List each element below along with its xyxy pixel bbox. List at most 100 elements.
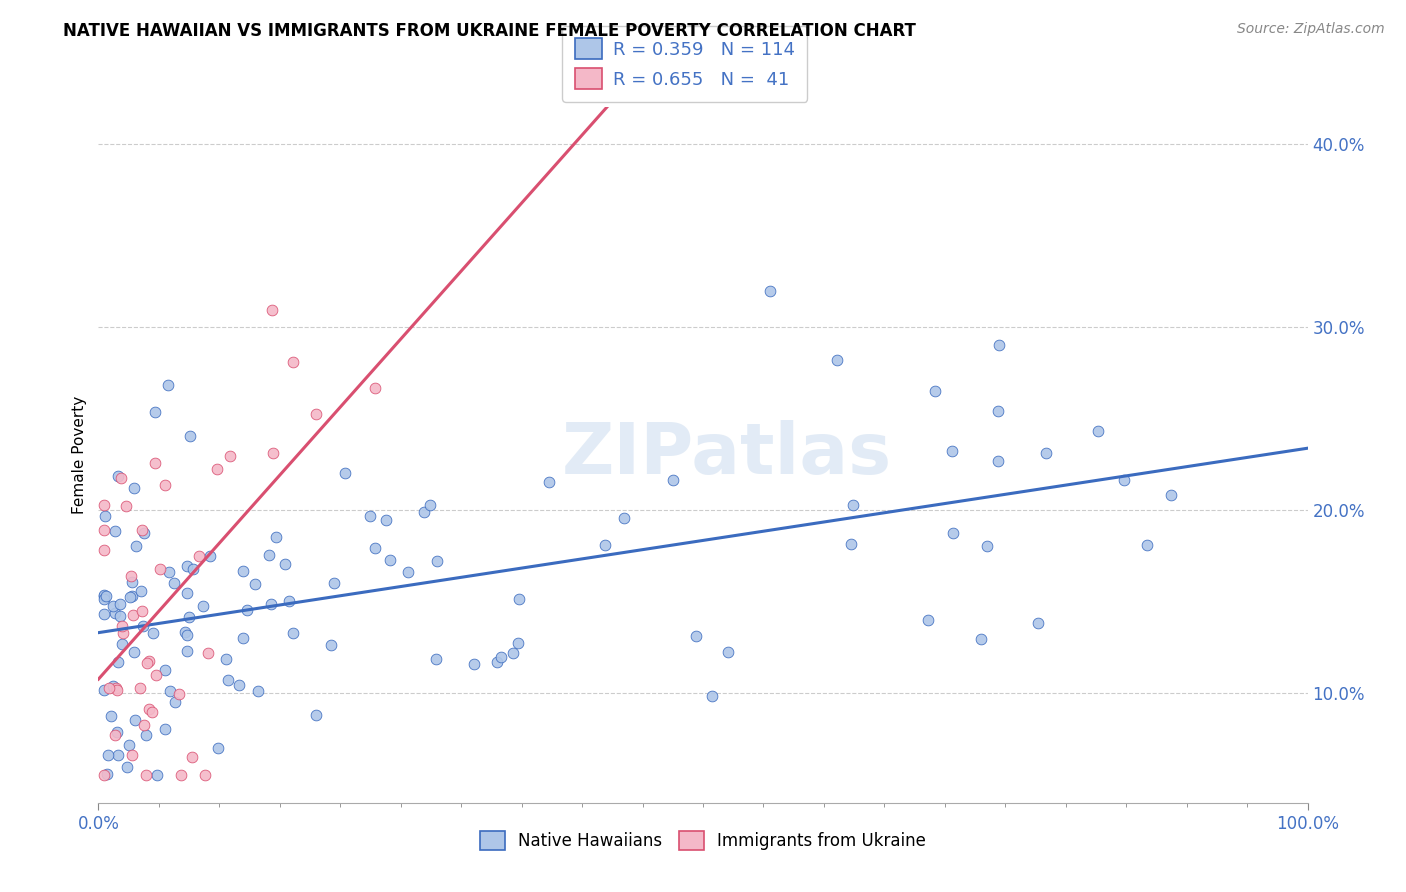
Point [177, 610, 200, 624]
Point [105, 725, 128, 739]
Point [841, 537, 863, 551]
Point [93, 588, 115, 602]
Point [108, 598, 131, 612]
Point [924, 384, 946, 398]
Point [111, 619, 134, 633]
Point [174, 625, 197, 640]
Point [153, 722, 176, 736]
Point [537, 475, 560, 489]
Point [114, 500, 136, 514]
Point [502, 646, 524, 660]
Point [262, 446, 284, 460]
Point [145, 667, 167, 681]
Point [323, 575, 346, 590]
Point [153, 663, 176, 677]
Point [486, 655, 509, 669]
Point [219, 450, 242, 464]
Point [198, 549, 221, 564]
Point [153, 477, 176, 491]
Point [108, 609, 131, 624]
Point [193, 599, 215, 613]
Point [232, 565, 254, 579]
Point [1114, 473, 1136, 487]
Point [94, 589, 117, 603]
Point [228, 678, 250, 692]
Point [143, 405, 166, 419]
Point [176, 585, 198, 599]
Point [121, 747, 143, 762]
Point [100, 709, 122, 723]
Y-axis label: Female Poverty: Female Poverty [72, 396, 87, 514]
Point [976, 539, 998, 553]
Point [121, 575, 143, 590]
Point [129, 584, 152, 599]
Text: NATIVE HAWAIIAN VS IMMIGRANTS FROM UKRAINE FEMALE POVERTY CORRELATION CHART: NATIVE HAWAIIAN VS IMMIGRANTS FROM UKRAI… [63, 22, 917, 40]
Point [197, 646, 219, 660]
Point [118, 738, 141, 752]
Point [281, 625, 304, 640]
Point [141, 706, 163, 720]
Point [375, 513, 398, 527]
Point [131, 604, 153, 618]
Point [758, 284, 780, 298]
Point [702, 689, 724, 703]
Point [179, 429, 201, 443]
Point [93, 523, 115, 537]
Point [215, 652, 238, 666]
Point [101, 599, 124, 614]
Point [97, 747, 120, 762]
Point [1160, 488, 1182, 502]
Point [121, 589, 143, 603]
Point [107, 683, 129, 698]
Point [107, 469, 129, 483]
Point [104, 681, 127, 695]
Point [319, 638, 342, 652]
Point [93, 607, 115, 622]
Point [176, 628, 198, 642]
Point [257, 549, 280, 563]
Point [987, 454, 1010, 468]
Point [364, 381, 387, 395]
Point [266, 530, 288, 544]
Point [101, 680, 124, 694]
Point [717, 645, 740, 659]
Point [1087, 425, 1109, 439]
Point [359, 509, 381, 524]
Point [176, 558, 198, 573]
Point [104, 607, 127, 621]
Point [508, 591, 530, 606]
Point [278, 594, 301, 608]
Point [305, 707, 328, 722]
Point [274, 557, 297, 571]
Point [122, 608, 145, 623]
Point [159, 565, 181, 579]
Point [188, 549, 211, 563]
Point [138, 702, 160, 716]
Point [138, 654, 160, 668]
Point [129, 681, 152, 695]
Point [1135, 538, 1157, 552]
Point [917, 613, 939, 627]
Point [661, 473, 683, 487]
Point [131, 523, 153, 537]
Point [194, 768, 217, 782]
Point [176, 644, 198, 658]
Point [93, 498, 115, 512]
Point [305, 407, 328, 421]
Point [613, 511, 636, 525]
Point [96, 767, 118, 781]
Point [157, 377, 180, 392]
Point [1035, 446, 1057, 460]
Point [378, 552, 401, 566]
Point [134, 718, 156, 732]
Point [232, 631, 254, 645]
Point [125, 540, 148, 554]
Point [205, 461, 228, 475]
Point [841, 498, 863, 512]
Point [110, 471, 132, 485]
Point [181, 562, 204, 576]
Point [93, 589, 115, 603]
Point [93, 592, 115, 607]
Point [167, 687, 190, 701]
Point [143, 456, 166, 470]
